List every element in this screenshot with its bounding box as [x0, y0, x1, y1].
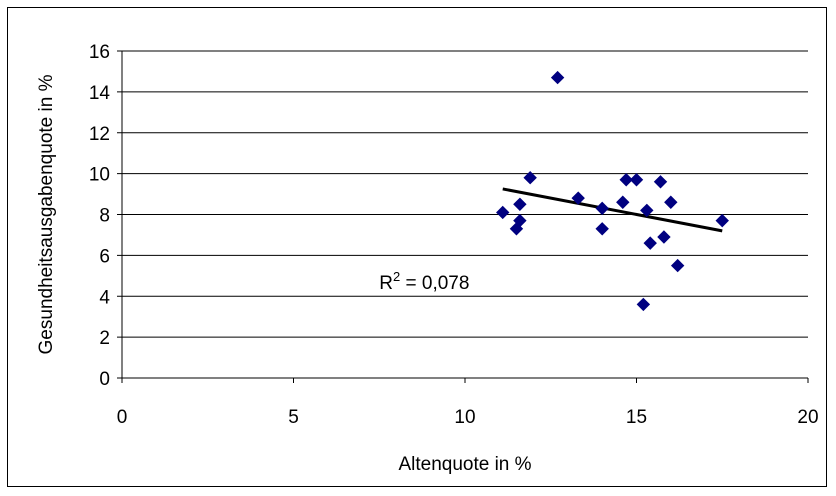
data-point: [670, 258, 685, 273]
data-point: [571, 191, 585, 205]
y-tick-label: 6: [99, 246, 110, 267]
data-point: [513, 213, 527, 228]
y-tick-label: 8: [99, 206, 110, 227]
data-point: [595, 222, 609, 236]
data-points: [496, 70, 729, 312]
y-tick-label: 0: [99, 369, 110, 390]
data-point: [657, 230, 671, 244]
chart-frame: [7, 7, 827, 487]
y-tick-label: 10: [89, 165, 110, 186]
x-tick-label: 20: [797, 407, 818, 428]
data-point: [619, 173, 633, 187]
data-point: [640, 203, 654, 218]
r-squared-value: = 0,078: [400, 273, 469, 294]
y-tick-label: 2: [99, 328, 110, 349]
tick-labels: 0 2 4 6 8 10 12 14 16 0 5 10 15 20: [89, 42, 819, 428]
data-point: [595, 201, 609, 216]
x-tick-label: 0: [117, 407, 128, 428]
data-point: [629, 173, 644, 187]
data-point: [664, 195, 678, 209]
data-point: [715, 213, 729, 228]
data-point: [653, 175, 668, 189]
r-squared-annotation: R2 = 0,078: [379, 269, 469, 294]
r-squared-base: R: [379, 273, 393, 294]
data-point: [616, 195, 630, 209]
trendline-group: [502, 187, 723, 233]
y-axis-title: Gesundheitsausgabenquote in %: [36, 74, 57, 354]
x-tick-label: 15: [626, 407, 647, 428]
x-tick-label: 5: [288, 407, 299, 428]
r-squared-superscript: 2: [393, 269, 400, 284]
y-tick-label: 4: [99, 287, 110, 308]
data-point: [496, 205, 510, 220]
gridlines: [122, 50, 808, 338]
data-point: [513, 197, 527, 211]
x-tick-label: 10: [454, 407, 475, 428]
trendline: [502, 187, 723, 233]
x-axis-title: Altenquote in %: [398, 454, 531, 475]
axes: [117, 50, 809, 383]
data-point: [523, 171, 537, 185]
y-tick-label: 12: [89, 124, 110, 145]
data-point: [636, 297, 651, 312]
y-tick-label: 14: [89, 83, 111, 104]
data-point: [550, 70, 565, 85]
data-point: [643, 236, 657, 250]
y-tick-label: 16: [89, 42, 110, 63]
